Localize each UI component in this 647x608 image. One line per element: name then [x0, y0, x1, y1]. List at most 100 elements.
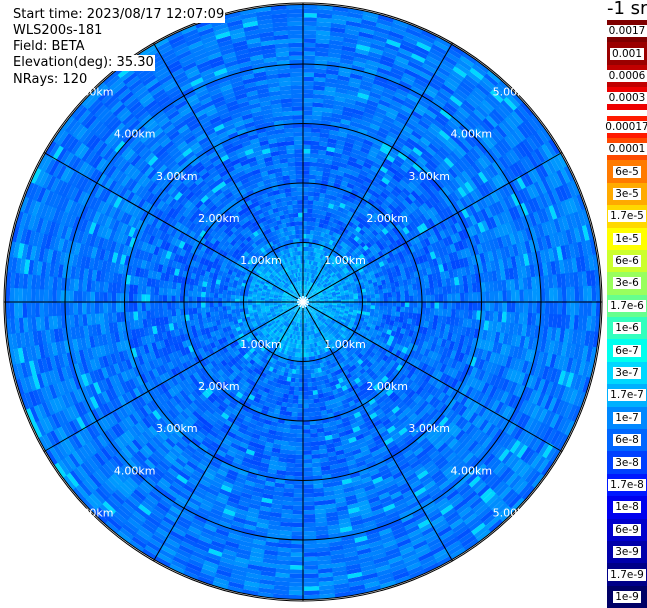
ppi-cell [302, 459, 312, 464]
ppi-cell [459, 284, 464, 294]
ppi-cell [452, 293, 456, 302]
ppi-cell [294, 145, 303, 149]
ppi-cell [297, 200, 303, 204]
ppi-cell [409, 296, 413, 303]
ppi-cell [460, 293, 465, 303]
ppi-cell [133, 310, 138, 320]
ppi-cell [310, 437, 319, 442]
ppi-cell [142, 310, 147, 320]
ppi-cell [442, 286, 447, 295]
ppi-cell [171, 301, 175, 309]
ppi-cell [159, 309, 164, 318]
ppi-cell [146, 301, 150, 310]
ppi-cell [129, 292, 134, 303]
ppi-cell [288, 166, 296, 171]
ppi-cell [405, 296, 409, 302]
ppi-cell [294, 149, 303, 153]
ppi-cell [311, 463, 321, 468]
ppi-cell [294, 141, 304, 146]
ppi-cell [434, 287, 439, 295]
ppi-cell [159, 301, 163, 310]
ppi-cell [310, 454, 320, 459]
ppi-cell [295, 162, 303, 166]
ppi-cell [401, 296, 405, 302]
ppi-cell [137, 301, 142, 311]
ppi-cell [295, 153, 304, 157]
ppi-cell [311, 471, 322, 476]
ppi-cell [302, 425, 310, 429]
ppi-cell [193, 302, 197, 309]
ppi-cell [167, 308, 172, 316]
ppi-cell [473, 301, 478, 312]
ppi-cell [455, 285, 460, 295]
ppi-cell [184, 302, 188, 309]
ppi-cell [284, 128, 295, 133]
ppi-cell [472, 283, 477, 294]
ppi-cell [297, 192, 304, 196]
ppi-cell [296, 170, 304, 174]
ppi-cell [287, 158, 296, 163]
ppi-cell [293, 132, 303, 137]
ppi-cell [435, 294, 439, 302]
ppi-cell [285, 141, 295, 146]
ppi-cell [297, 187, 304, 191]
ppi-cell [302, 455, 311, 459]
ppi-cell [303, 412, 310, 416]
ppi-cell [133, 301, 138, 311]
ppi-cell [447, 286, 452, 295]
ppi-cell [310, 441, 319, 446]
ppi-cell [142, 301, 147, 311]
ppi-cell [418, 295, 422, 302]
ppi-cell [285, 132, 295, 137]
ppi-cell [302, 434, 310, 438]
ppi-cell [439, 294, 443, 302]
ppi-cell [293, 128, 304, 133]
ppi-cell [451, 285, 456, 294]
ppi-cell [150, 301, 154, 310]
ppi-cell [296, 175, 304, 179]
ppi-cell [464, 293, 469, 303]
ppi-cell [150, 309, 155, 318]
ppi-cell [430, 295, 434, 303]
ppi-cell [310, 450, 319, 455]
ppi-cell [293, 472, 304, 477]
ppi-cell [285, 136, 295, 141]
ppi-cell [287, 153, 296, 158]
ppi-cell [302, 467, 312, 472]
ppi-cell [438, 287, 443, 296]
ppi-cell [302, 463, 312, 468]
ppi-cell [456, 293, 460, 302]
ppi-cell [447, 294, 451, 303]
ppi-cell [309, 433, 317, 438]
ppi-cell [163, 309, 168, 318]
ppi-cell [154, 301, 158, 310]
ppi-cell [303, 404, 309, 408]
ppi-cell [163, 301, 167, 309]
ppi-cell [311, 467, 321, 472]
ppi-cell [176, 301, 180, 309]
ppi-cell [295, 166, 303, 170]
ppi-cell [302, 446, 311, 450]
ppi-cell [464, 284, 469, 294]
ppi-cell [286, 149, 295, 154]
ppi-cell [473, 292, 478, 303]
ppi-cell [413, 296, 417, 303]
ppi-cell [295, 158, 304, 162]
ppi-cell [302, 438, 310, 442]
ppi-cell [468, 284, 473, 294]
ppi-cell [302, 128, 313, 133]
ppi-cell [302, 429, 310, 433]
ppi-cell [146, 309, 151, 319]
ppi-cell [303, 400, 309, 404]
ppi-cell [167, 301, 171, 309]
ppi-cell [468, 292, 473, 302]
ppi-cell [302, 442, 311, 446]
ppi-cell [311, 458, 321, 463]
ppi-cell [296, 183, 303, 187]
ppi-cell [197, 302, 201, 308]
ppi-cell [188, 302, 192, 309]
ppi-cell [297, 196, 303, 200]
ppi-cell [426, 295, 430, 303]
ppi-cell [286, 145, 296, 150]
